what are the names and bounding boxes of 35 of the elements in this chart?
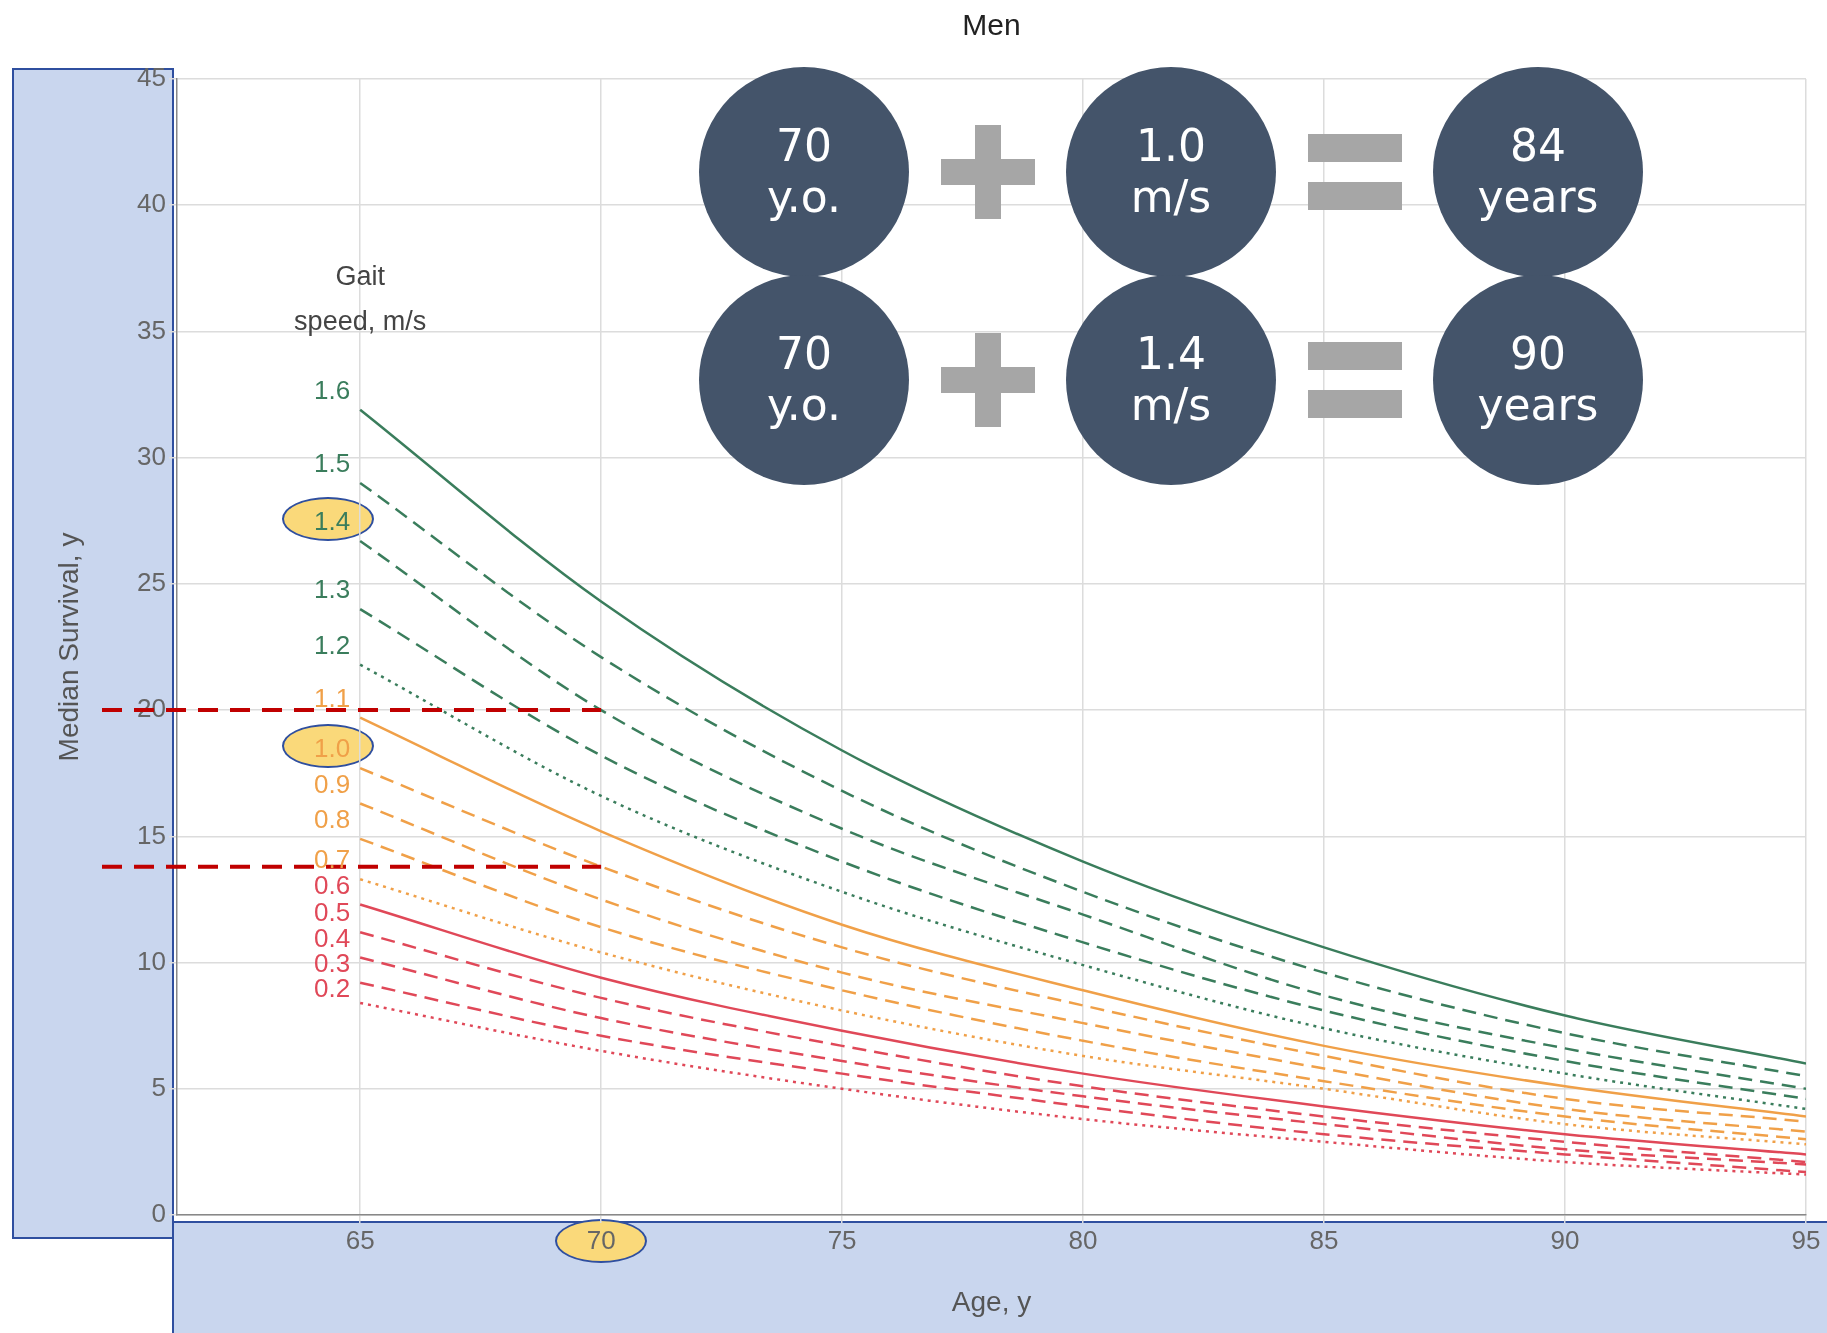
x-tick-label: 85 [1309, 1224, 1339, 1255]
x-tick-label: 80 [1068, 1224, 1098, 1255]
x-tick-label: 95 [1791, 1224, 1821, 1255]
circle-badge: 1.4 m/s [1066, 275, 1276, 485]
x-tick-label: 70 [586, 1224, 616, 1255]
series-label: 1.1 [313, 682, 351, 713]
y-tick-label: 5 [151, 1071, 166, 1102]
chart-title: Men [962, 8, 1021, 42]
y-tick-label: 45 [137, 62, 166, 93]
series-label: 0.9 [313, 768, 351, 799]
x-tick-label: 75 [827, 1224, 857, 1255]
series-label: 1.3 [313, 574, 351, 605]
series-label: 1.5 [313, 448, 351, 479]
series-label: 0.8 [313, 804, 351, 835]
series-label: 1.0 [313, 733, 351, 764]
series-label: 1.4 [313, 506, 351, 537]
circle-badge: 70 y.o. [699, 67, 909, 277]
y-tick-label: 25 [137, 567, 166, 598]
y-tick-label: 15 [137, 819, 166, 850]
circle-badge: 90 years [1433, 275, 1643, 485]
x-tick-label: 90 [1550, 1224, 1580, 1255]
y-tick-label: 30 [137, 440, 166, 471]
circle-badge: 1.0 m/s [1066, 67, 1276, 277]
y-axis-title: Median Survival, y [52, 532, 84, 762]
circle-badge: 70 y.o. [699, 275, 909, 485]
series-label: 1.2 [313, 629, 351, 660]
y-tick-label: 35 [137, 314, 166, 345]
y-tick-label: 40 [137, 188, 166, 219]
y-tick-label: 10 [137, 945, 166, 976]
x-tick-label: 65 [345, 1224, 375, 1255]
x-axis-title: Age, y [951, 1285, 1032, 1317]
circle-badge: 84 years [1433, 67, 1643, 277]
y-tick-label: 0 [151, 1198, 166, 1229]
legend-title: Gait speed, m/s [294, 261, 427, 337]
series-label: 1.6 [313, 374, 351, 405]
